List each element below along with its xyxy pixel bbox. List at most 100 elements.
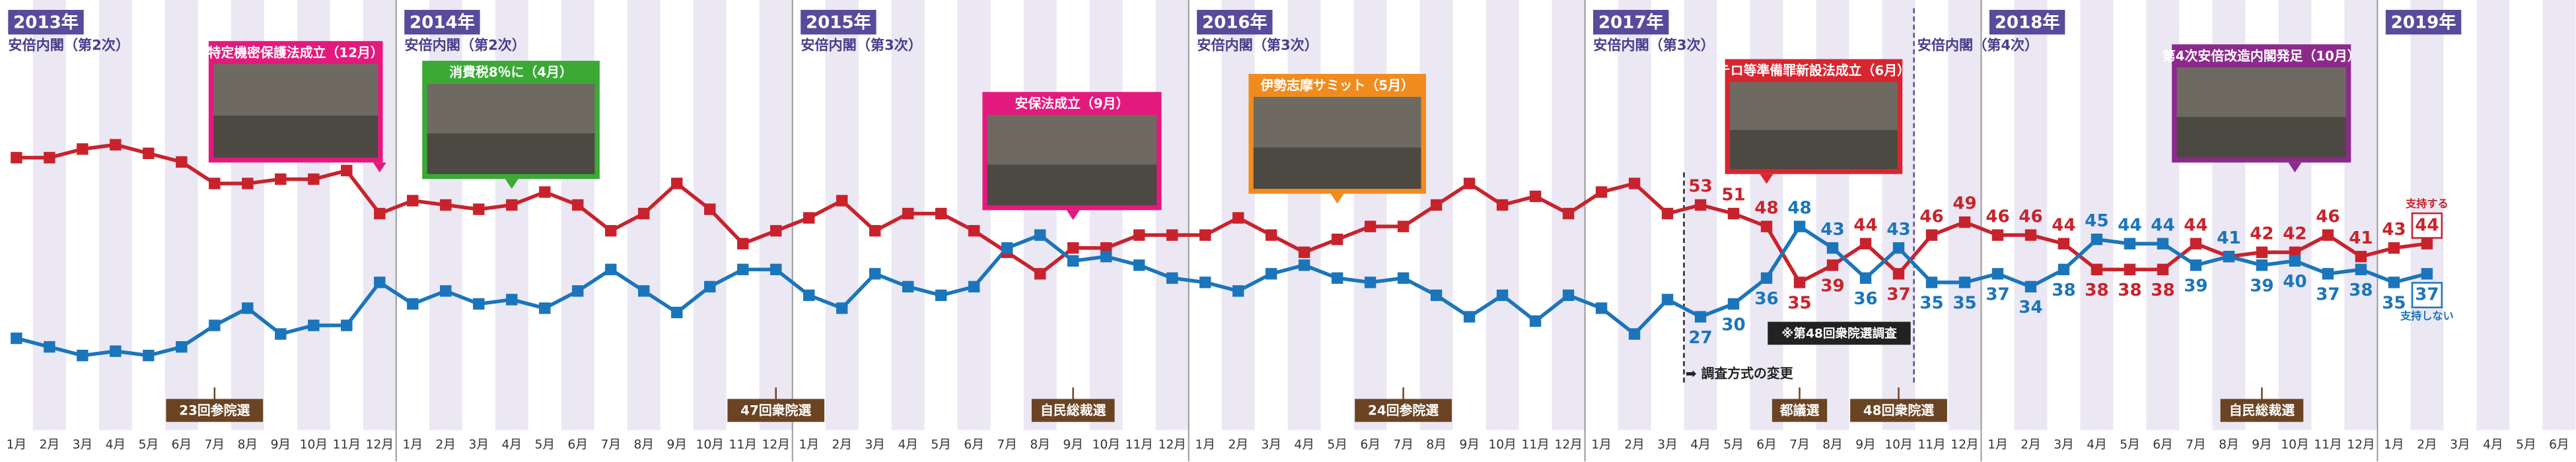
x-tick-label: 9月 [666, 438, 687, 452]
series-marker [836, 302, 848, 314]
cabinet-label: 安倍内閣（第2次） [404, 37, 526, 53]
election-label: 自民総裁選 [1040, 403, 1106, 418]
value-label: 41 [2217, 228, 2240, 248]
series-marker [1397, 272, 1410, 284]
x-tick-label: 12月 [1950, 438, 1978, 452]
x-tick-label: 9月 [1063, 438, 1083, 452]
value-label: 38 [2052, 280, 2075, 300]
x-tick-label: 8月 [1822, 438, 1843, 452]
series-marker [176, 341, 188, 353]
value-label: 35 [1952, 294, 1976, 314]
x-tick-label: 6月 [964, 438, 984, 452]
series-marker [1298, 246, 1310, 258]
series-marker [209, 319, 221, 331]
series-marker [1793, 277, 1806, 288]
value-label: 37 [1986, 285, 2009, 305]
x-tick-label: 8月 [2219, 438, 2239, 452]
value-label: 53 [1688, 177, 1712, 197]
series-marker [1628, 328, 1641, 340]
x-tick-label: 6月 [2549, 438, 2569, 452]
value-label: 37 [1886, 285, 1910, 305]
series-marker [2124, 238, 2136, 249]
series-marker [473, 203, 485, 215]
event-pointer [1760, 174, 1773, 184]
election-label: 48回衆院選 [1863, 403, 1934, 418]
value-label: 46 [1986, 207, 2009, 226]
series-marker [275, 173, 287, 185]
month-stripe [1618, 0, 1651, 430]
series-marker [671, 178, 683, 189]
series-marker [1892, 242, 1905, 254]
series-marker [1199, 229, 1211, 241]
series-marker [1034, 268, 1046, 280]
series-marker [2421, 268, 2433, 280]
election-label: 自民総裁選 [2229, 403, 2295, 418]
series-marker [1331, 233, 1343, 246]
series-marker [737, 263, 749, 276]
x-tick-label: 5月 [931, 438, 951, 452]
month-stripe [32, 0, 66, 430]
series-marker [2091, 233, 2103, 246]
x-tick-label: 1月 [1591, 438, 1612, 452]
event-photo-shade [987, 164, 1157, 205]
note-box [1768, 321, 1911, 345]
election-box [1031, 399, 1115, 422]
value-label: 38 [2085, 280, 2108, 300]
event-label: 特定機密保護法成立（12月） [208, 45, 384, 60]
x-tick-label: 12月 [1158, 438, 1186, 452]
cabinet-label: 安倍内閣（第3次） [1197, 37, 1318, 53]
x-tick-label: 10月 [696, 438, 724, 452]
series-marker [572, 199, 584, 211]
series-marker [2421, 238, 2433, 249]
series-marker [1661, 294, 1674, 306]
series-marker [968, 280, 980, 293]
x-tick-label: 1月 [799, 438, 819, 452]
series-marker [1562, 207, 1575, 220]
series-marker [209, 178, 221, 189]
year-label: 2013年 [13, 12, 79, 32]
month-stripe [759, 0, 793, 430]
series-marker [1298, 259, 1310, 271]
month-stripe [1419, 0, 1453, 430]
value-label: 37 [2316, 285, 2340, 305]
series-marker [902, 280, 914, 293]
x-tick-label: 6月 [2153, 438, 2173, 452]
event-photo-shade [1730, 129, 1898, 170]
event-pointer [373, 162, 386, 173]
series-marker [704, 203, 716, 215]
series-marker [11, 152, 22, 164]
x-tick-label: 3月 [1657, 438, 1678, 452]
x-tick-label: 7月 [205, 438, 225, 452]
month-stripe [98, 0, 132, 430]
x-tick-label: 2月 [832, 438, 852, 452]
series-marker [44, 152, 55, 164]
series-marker [1727, 298, 1740, 310]
month-stripe [825, 0, 859, 430]
series-marker [1760, 272, 1773, 284]
month-stripe [2014, 0, 2048, 430]
year-label: 2016年 [1202, 12, 1268, 32]
value-label: 44 [2184, 215, 2207, 235]
series-marker [242, 302, 254, 314]
series-marker [2190, 259, 2202, 271]
x-tick-label: 4月 [2483, 438, 2503, 452]
series-marker [473, 298, 485, 310]
series-marker [1925, 277, 1938, 288]
x-tick-label: 2月 [40, 438, 60, 452]
x-tick-label: 5月 [139, 438, 159, 452]
series-marker [1496, 199, 1509, 211]
series-marker [1595, 186, 1608, 198]
x-tick-label: 12月 [762, 438, 790, 452]
series-marker [1430, 199, 1443, 211]
x-tick-label: 5月 [2516, 438, 2536, 452]
value-label: 35 [2382, 294, 2406, 314]
x-tick-label: 10月 [300, 438, 328, 452]
year-box [2385, 9, 2462, 35]
series-marker [1793, 220, 1806, 232]
election-box [166, 399, 264, 422]
series-marker [605, 263, 617, 276]
series-marker [2157, 238, 2169, 249]
x-tick-label: 7月 [997, 438, 1017, 452]
series-marker [2289, 255, 2301, 267]
